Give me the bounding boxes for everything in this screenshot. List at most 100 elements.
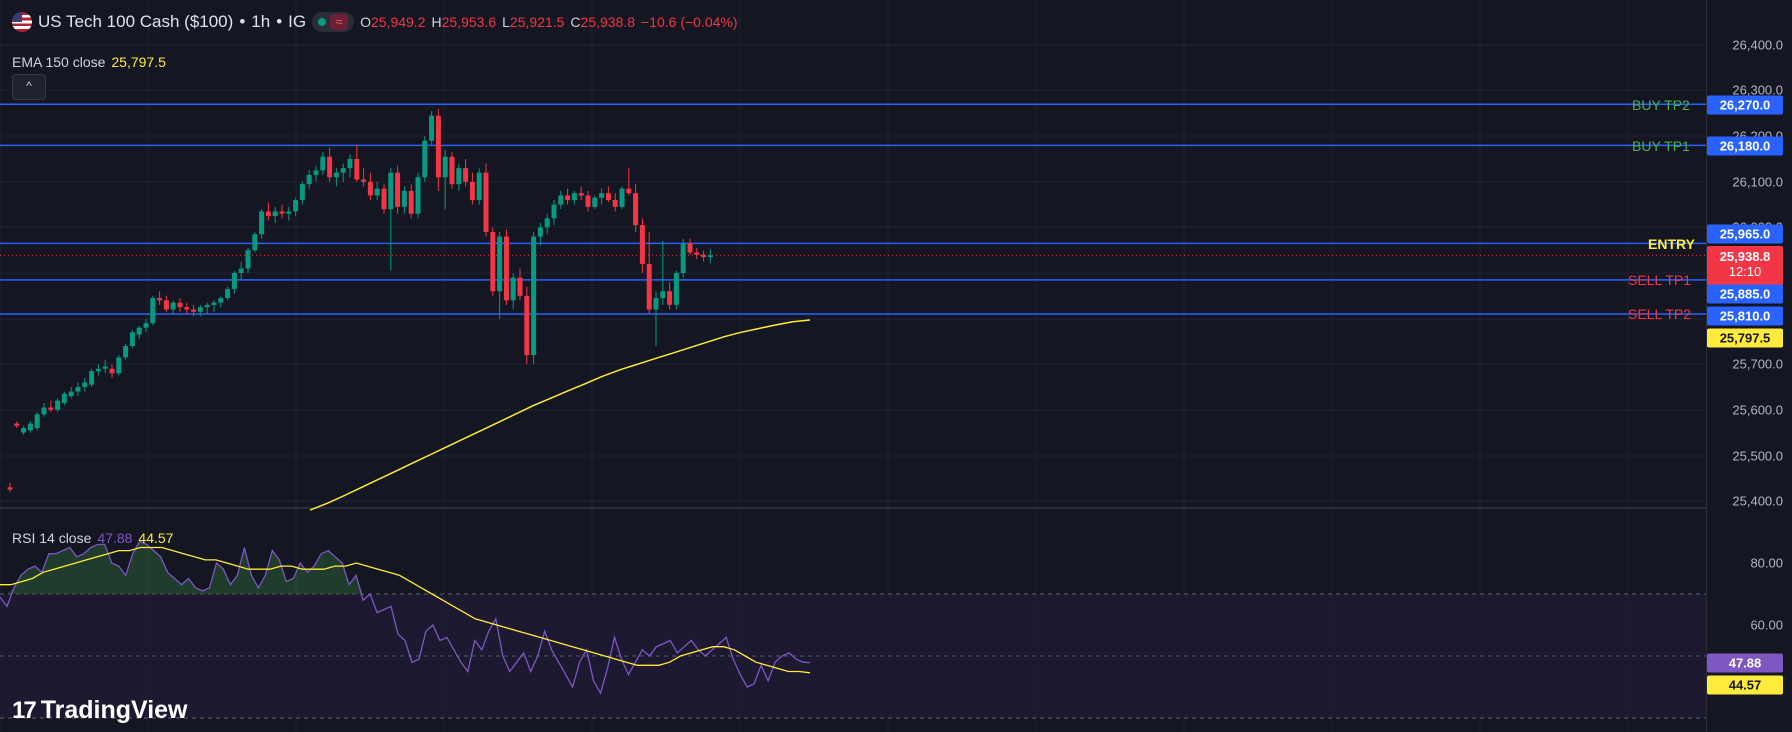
candle-body <box>633 193 639 226</box>
symbol-name[interactable]: US Tech 100 Cash ($100) <box>38 12 234 31</box>
candle-body <box>150 298 156 324</box>
candle-body <box>286 211 292 214</box>
rsi-tick: 80.00 <box>1750 555 1783 571</box>
high-value: 25,953.6 <box>441 14 497 30</box>
current-price-badge: 25,938.8 12:10 <box>1707 246 1783 286</box>
bar-countdown: 12:10 <box>1728 264 1762 279</box>
candle-body <box>395 172 401 207</box>
interval[interactable]: 1h <box>251 12 271 31</box>
candle-body <box>565 195 571 201</box>
current-price: 25,938.8 <box>1719 249 1771 264</box>
tradingview-logo[interactable]: 17 TradingView <box>12 696 188 725</box>
collapse-legend-button[interactable]: ^ <box>12 74 46 100</box>
candle-body <box>204 304 210 308</box>
rsi-overbought-fill <box>0 541 810 594</box>
candle-body <box>483 172 489 232</box>
ema-legend[interactable]: EMA 150 close 25,797.5 <box>12 54 166 70</box>
candle-body <box>225 288 231 299</box>
candle-body <box>259 211 265 235</box>
candle-body <box>388 172 394 210</box>
price-badge-sell-tp2: 25,810.0 <box>1707 306 1783 326</box>
candle-body <box>667 291 673 305</box>
us-flag-icon <box>12 12 32 32</box>
candle-body <box>551 204 557 219</box>
price-tick: 26,100.0 <box>1732 174 1783 190</box>
high-label: H <box>431 14 442 30</box>
candle-body <box>197 307 203 312</box>
broker: IG <box>288 12 307 31</box>
candle-body <box>14 423 20 426</box>
candle-body <box>143 323 149 328</box>
rsi-legend[interactable]: RSI 14 close 47.88 44.57 <box>12 530 173 546</box>
candle-body <box>660 291 666 299</box>
candle-body <box>123 345 129 358</box>
candle-body <box>639 225 645 264</box>
candle-body <box>211 302 217 305</box>
candle-body <box>619 188 625 207</box>
level-label-buy-tp1: BUY TP1 <box>1632 138 1690 154</box>
candle-body <box>422 140 428 178</box>
ema-label: EMA 150 close <box>12 54 106 70</box>
candle-body <box>272 211 278 216</box>
candle-body <box>680 243 686 273</box>
candle-body <box>694 252 700 255</box>
candle-body <box>585 195 591 207</box>
candle-body <box>503 236 509 301</box>
rsi-ma-line <box>0 546 811 674</box>
candle-body <box>429 115 435 141</box>
candle-body <box>109 368 115 374</box>
candle-body <box>21 428 27 433</box>
candle-body <box>537 227 543 237</box>
symbol-legend: US Tech 100 Cash ($100) • 1h • IG ≈ O 25… <box>12 12 738 32</box>
candle-body <box>456 168 462 185</box>
price-tick: 26,300.0 <box>1732 82 1783 98</box>
candle-body <box>218 298 224 303</box>
candle-body <box>435 115 441 178</box>
candle-body <box>136 327 142 335</box>
candle-body <box>75 387 81 392</box>
candle-body <box>469 181 475 201</box>
candle-body <box>177 302 183 308</box>
price-axis[interactable]: 26,400.0 26,300.0 26,200.0 26,100.0 26,0… <box>1706 0 1792 732</box>
level-label-buy-tp2: BUY TP2 <box>1632 97 1690 113</box>
price-chart-svg[interactable] <box>0 0 1706 732</box>
rsi-value: 47.88 <box>97 530 133 546</box>
candle-body <box>571 193 577 201</box>
level-label-entry: ENTRY <box>1648 236 1695 252</box>
candle-body <box>265 211 271 216</box>
candle-body <box>707 255 713 258</box>
separator: • <box>239 12 246 31</box>
candle-body <box>626 188 632 194</box>
rsi-value-badge: 47.88 <box>1707 653 1783 673</box>
candle-body <box>231 273 237 289</box>
candle-body <box>340 168 346 173</box>
candle-body <box>102 366 108 369</box>
candle-body <box>605 193 611 201</box>
candle-body <box>442 156 448 178</box>
candle-body <box>252 234 258 251</box>
candle-body <box>673 273 679 305</box>
candle-body <box>517 277 523 296</box>
candle-body <box>7 487 13 490</box>
candle-body <box>599 193 605 198</box>
chart-area[interactable] <box>0 0 1706 732</box>
change-value: −10.6 (−0.04%) <box>641 14 738 30</box>
candle-body <box>401 190 407 207</box>
candle-body <box>34 414 40 429</box>
candle-body <box>279 211 285 214</box>
candle-body <box>320 156 326 171</box>
level-label-sell-tp2: SELL TP2 <box>1628 306 1692 322</box>
open-label: O <box>360 14 371 30</box>
candle-body <box>367 181 373 196</box>
level-label-sell-tp1: SELL TP1 <box>1628 272 1692 288</box>
candle-body <box>41 407 47 415</box>
candle-body <box>48 407 54 410</box>
tradingview-mark-icon: 17 <box>12 696 37 724</box>
candle-body <box>95 368 101 372</box>
price-badge-entry: 25,965.0 <box>1707 224 1783 244</box>
candle-body <box>333 172 339 178</box>
separator: • <box>276 12 283 31</box>
candle-body <box>463 168 469 182</box>
market-status-pill[interactable]: ≈ <box>312 12 355 32</box>
price-badge-sell-tp1: 25,885.0 <box>1707 284 1783 304</box>
